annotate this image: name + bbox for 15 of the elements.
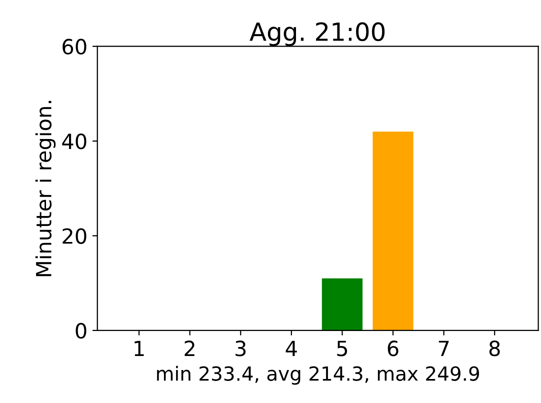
x-axis-title: min 233.4, avg 214.3, max 249.9 <box>157 366 479 385</box>
x-tick-label: 4 <box>286 340 297 356</box>
x-tick-label: 5 <box>337 340 348 356</box>
y-tick-label: 0 <box>76 322 86 339</box>
y-axis-title: Minutter i region. <box>35 100 56 276</box>
x-tick-label: 2 <box>184 340 194 356</box>
x-tick-label: 1 <box>134 340 144 356</box>
x-tick-label: 6 <box>388 340 398 356</box>
y-tick-label: 60 <box>62 38 86 55</box>
x-tick-label: 8 <box>489 340 500 356</box>
y-tick-label: 20 <box>62 228 86 244</box>
x-tick-label: 7 <box>438 340 449 356</box>
y-tick-label: 40 <box>62 134 86 150</box>
x-tick-label: 3 <box>236 340 246 356</box>
chart-title: Agg. 21:00 <box>250 22 385 46</box>
